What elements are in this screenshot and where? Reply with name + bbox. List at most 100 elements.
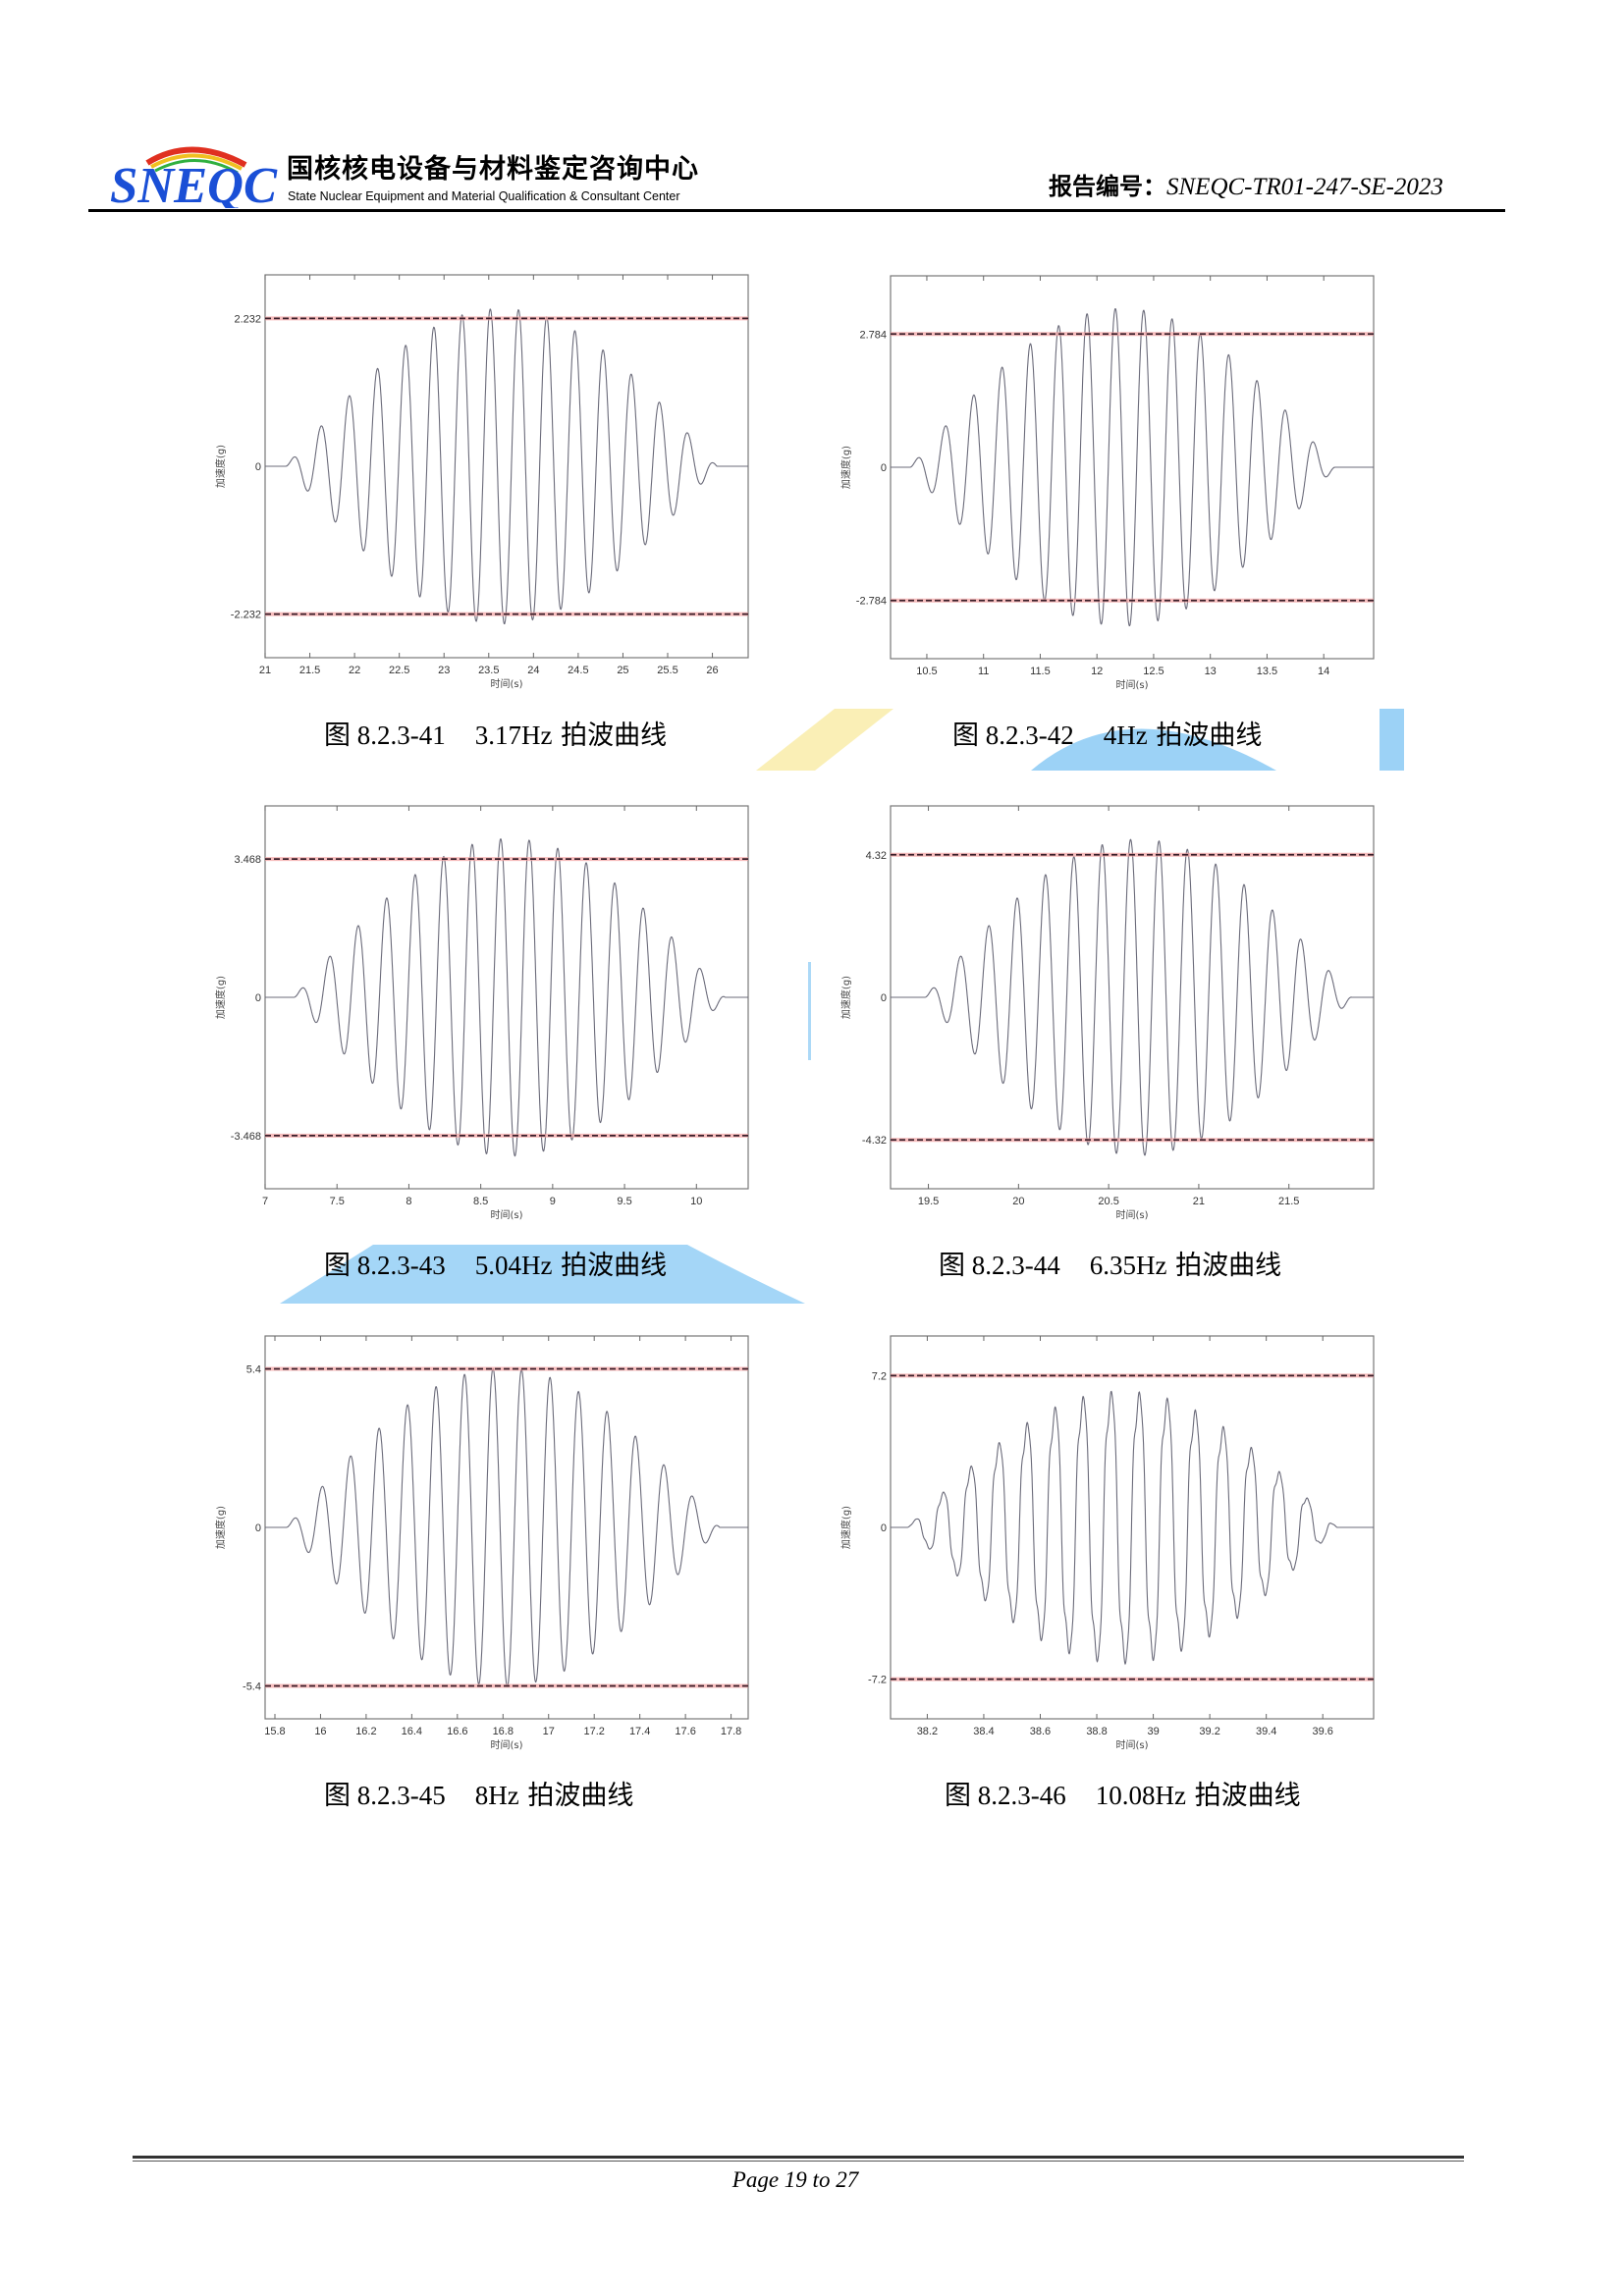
figure-number: 图 8.2.3-46 — [945, 1781, 1066, 1810]
x-tick-label: 14 — [1318, 666, 1329, 677]
x-tick-label: 15.8 — [264, 1726, 285, 1737]
report-number: 报告编号：SNEQC-TR01-247-SE-2023 — [1049, 167, 1443, 201]
y-tick-label: -2.784 — [856, 596, 887, 608]
figure-frequency: 8Hz — [474, 1781, 519, 1810]
figure-number: 图 8.2.3-43 — [324, 1251, 446, 1280]
x-tick-label: 21.5 — [299, 665, 320, 676]
x-tick-label: 22 — [349, 665, 360, 676]
waveform-series — [891, 1390, 1374, 1666]
waveform-series — [891, 838, 1374, 1156]
x-axis-label: 时间(s) — [490, 677, 522, 690]
plot-area — [264, 274, 749, 659]
x-tick-label: 16.2 — [355, 1726, 376, 1737]
y-axis-label: 加速度(g) — [214, 976, 227, 1019]
svg-text:SNEQC: SNEQC — [110, 158, 278, 208]
x-tick-label: 24 — [527, 665, 539, 676]
x-axis-label: 时间(s) — [1115, 1738, 1148, 1751]
plot-area — [264, 1335, 749, 1720]
figure-number: 图 8.2.3-44 — [939, 1251, 1060, 1280]
y-tick-label: 3.468 — [234, 854, 261, 866]
figure-title: 拍波曲线 — [552, 1251, 668, 1281]
x-tick-label: 20.5 — [1098, 1196, 1118, 1207]
chart-beat-wave-6-35hz: 19.5 20 20.5 21 21.5 -4.32 0 4.32 时间(s) 加速度(g) — [839, 805, 1375, 1221]
header-divider — [88, 209, 1505, 212]
x-tick-label: 24.5 — [568, 665, 588, 676]
x-tick-label: 8 — [406, 1196, 411, 1207]
y-axis-label: 加速度(g) — [214, 445, 227, 488]
x-tick-label: 17.6 — [675, 1726, 695, 1737]
x-tick-label: 39.4 — [1256, 1726, 1276, 1737]
org-name-cn: 国核核电设备与材料鉴定咨询中心 — [287, 154, 699, 185]
figure-caption: 图 8.2.3-43 5.04Hz 拍波曲线 — [324, 1244, 667, 1282]
x-tick-label: 7.5 — [330, 1196, 345, 1207]
page-number: Page 19 to 27 — [731, 2167, 859, 2192]
y-tick-label: 0 — [255, 992, 261, 1004]
x-tick-label: 19.5 — [918, 1196, 939, 1207]
y-axis-label: 加速度(g) — [839, 446, 852, 489]
x-tick-label: 21.5 — [1278, 1196, 1299, 1207]
x-tick-label: 25 — [617, 665, 628, 676]
x-tick-label: 16 — [314, 1726, 326, 1737]
chart-beat-wave-10-08hz: 38.2 38.4 38.6 38.8 39 39.2 39.4 39.6 -7.2 0 7.2 时间… — [839, 1335, 1375, 1751]
x-tick-label: 22.5 — [389, 665, 409, 676]
waveform-series — [265, 837, 748, 1157]
y-tick-label: -3.468 — [231, 1131, 261, 1143]
y-tick-label: -2.232 — [231, 610, 261, 621]
figure-title: 拍波曲线 — [518, 1781, 634, 1811]
y-tick-label: 5.4 — [246, 1363, 261, 1375]
figure-title: 拍波曲线 — [1166, 1251, 1282, 1281]
x-tick-label: 39.6 — [1312, 1726, 1332, 1737]
y-tick-label: 7.2 — [872, 1370, 887, 1382]
y-tick-label: -5.4 — [243, 1682, 261, 1693]
x-axis-label: 时间(s) — [1115, 1208, 1148, 1221]
x-tick-label: 38.6 — [1030, 1726, 1051, 1737]
org-name-en: State Nuclear Equipment and Material Qua… — [288, 189, 680, 203]
figure-caption: 图 8.2.3-45 8Hz 拍波曲线 — [324, 1774, 633, 1812]
x-tick-label: 17.4 — [629, 1726, 650, 1737]
y-tick-label: -4.32 — [862, 1135, 887, 1147]
x-tick-label: 39 — [1147, 1726, 1159, 1737]
plot-area — [890, 805, 1375, 1190]
figure-number: 图 8.2.3-41 — [324, 721, 446, 750]
y-tick-label: -7.2 — [868, 1675, 887, 1686]
y-tick-label: 2.232 — [234, 313, 261, 325]
y-axis-label: 加速度(g) — [839, 1506, 852, 1549]
chart-beat-wave-4hz: 10.5 11 11.5 12 12.5 13 13.5 14 -2.784 0 2.784 时间(s… — [839, 275, 1375, 691]
footer-divider — [133, 2156, 1464, 2159]
x-tick-label: 21 — [259, 665, 271, 676]
y-axis-label: 加速度(g) — [839, 976, 852, 1019]
chart-beat-wave-8hz: 15.8 16 16.2 16.4 16.6 16.8 17 17.2 17.4 17.6 17.8… — [214, 1335, 749, 1751]
x-tick-label: 11 — [978, 666, 989, 677]
figure-caption: 图 8.2.3-41 3.17Hz 拍波曲线 — [324, 714, 667, 752]
chart-beat-wave-5-04hz: 7 7.5 8 8.5 9 9.5 10 -3.468 0 3.468 时间(s) 加速度(g) — [214, 805, 749, 1221]
x-tick-label: 39.2 — [1199, 1726, 1219, 1737]
figure-frequency: 5.04Hz — [474, 1251, 553, 1280]
x-tick-label: 20 — [1012, 1196, 1024, 1207]
footer-divider-thin — [133, 2161, 1464, 2162]
figure-number: 图 8.2.3-45 — [324, 1781, 446, 1810]
figure-frequency: 10.08Hz — [1095, 1781, 1186, 1810]
y-tick-label: 0 — [255, 461, 261, 473]
y-tick-label: 0 — [255, 1522, 261, 1534]
figure-frequency: 4Hz — [1103, 721, 1148, 750]
figure-title: 拍波曲线 — [1147, 721, 1263, 751]
x-tick-label: 16.8 — [493, 1726, 514, 1737]
y-tick-label: 4.32 — [866, 850, 887, 862]
figure-number: 图 8.2.3-42 — [952, 721, 1074, 750]
x-axis-label: 时间(s) — [490, 1208, 522, 1221]
x-tick-label: 38.2 — [917, 1726, 938, 1737]
x-tick-label: 23.5 — [478, 665, 499, 676]
x-tick-label: 25.5 — [657, 665, 677, 676]
figure-title: 拍波曲线 — [552, 721, 668, 751]
x-tick-label: 16.4 — [402, 1726, 422, 1737]
x-tick-label: 12.5 — [1143, 666, 1164, 677]
y-axis-label: 加速度(g) — [214, 1506, 227, 1549]
x-tick-label: 38.4 — [973, 1726, 994, 1737]
x-tick-label: 7 — [262, 1196, 268, 1207]
plot-area — [264, 805, 749, 1190]
figure-frequency: 3.17Hz — [474, 721, 553, 750]
x-tick-label: 17 — [543, 1726, 555, 1737]
x-tick-label: 10.5 — [916, 666, 937, 677]
x-tick-label: 17.2 — [583, 1726, 604, 1737]
figure-title: 拍波曲线 — [1185, 1781, 1301, 1811]
